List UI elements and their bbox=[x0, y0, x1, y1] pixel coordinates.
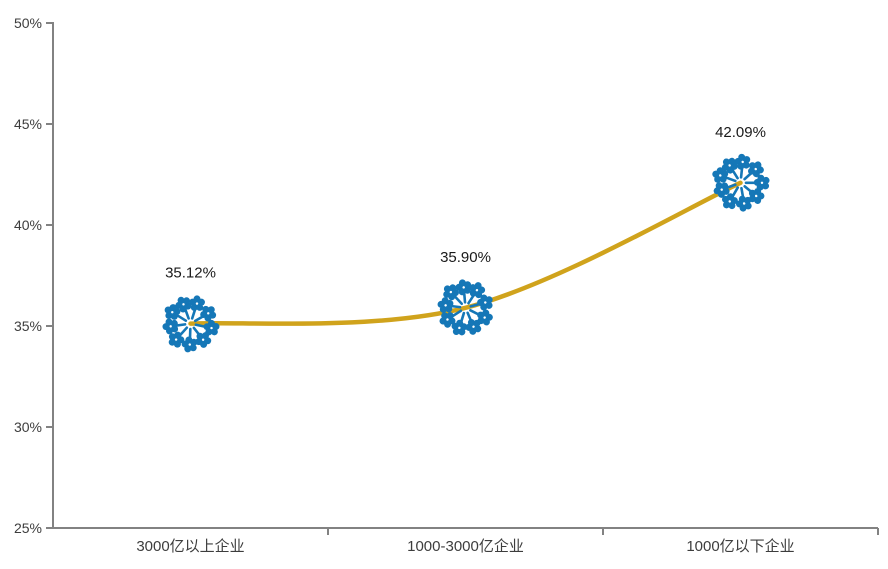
y-tick-label: 45% bbox=[14, 116, 42, 132]
flower-blossom bbox=[735, 195, 752, 212]
y-tick-label: 30% bbox=[14, 419, 42, 435]
flower-blossom bbox=[195, 332, 212, 348]
y-tick-label: 40% bbox=[14, 217, 42, 233]
flower-marker bbox=[712, 153, 770, 212]
flower-blossom bbox=[451, 319, 468, 336]
y-tick-label: 35% bbox=[14, 318, 42, 334]
flower-blossom bbox=[189, 295, 205, 311]
x-axis-category-label: 3000亿以上企业 bbox=[136, 537, 244, 555]
trend-line bbox=[188, 180, 743, 326]
flower-blossom bbox=[168, 331, 185, 348]
flower-blossom bbox=[469, 282, 486, 299]
flower-marker bbox=[437, 279, 493, 336]
data-label: 35.12% bbox=[165, 265, 216, 282]
flower-blossom bbox=[721, 157, 738, 174]
flower-blossom bbox=[203, 319, 220, 336]
flower-blossom bbox=[712, 167, 729, 183]
flower-blossom bbox=[753, 174, 770, 191]
flower-blossom bbox=[477, 294, 493, 311]
flower-blossom bbox=[162, 318, 179, 335]
flower-marker bbox=[162, 295, 220, 353]
y-tick-label: 50% bbox=[14, 15, 42, 31]
flower-blossom bbox=[748, 161, 764, 178]
flower-blossom bbox=[455, 279, 472, 296]
flower-blossom bbox=[477, 309, 493, 326]
flower-blossom bbox=[722, 193, 738, 210]
flower-blossom bbox=[713, 182, 730, 198]
flower-blossom bbox=[443, 284, 459, 301]
data-label: 42.09% bbox=[715, 124, 766, 141]
flower-blossom bbox=[465, 318, 482, 335]
flower-blossom bbox=[164, 304, 181, 320]
flower-blossom bbox=[734, 153, 751, 170]
flower-blossom bbox=[748, 188, 765, 204]
x-axis-category-label: 1000亿以下企业 bbox=[686, 537, 794, 555]
flower-blossom bbox=[439, 312, 456, 328]
x-axis-category-label: 1000-3000亿企业 bbox=[407, 537, 524, 555]
y-tick-label: 25% bbox=[14, 520, 42, 536]
flower-blossom bbox=[437, 297, 454, 313]
flower-blossom bbox=[200, 305, 217, 322]
data-label: 35.90% bbox=[440, 249, 491, 266]
flower-blossom bbox=[175, 296, 192, 313]
